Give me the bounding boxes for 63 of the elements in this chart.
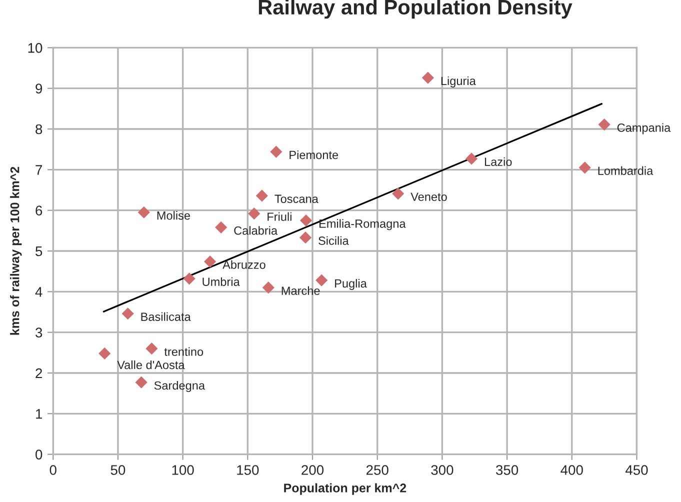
y-tick-label: 1 [36,409,42,419]
y-tick-label: 6 [36,206,42,216]
y-tick-label: 7 [36,165,42,175]
point [215,221,228,234]
point [256,190,268,202]
point [465,152,478,165]
annotation: Abruzzo [222,260,266,269]
point [98,347,111,360]
x-axis-title: Population per km^2 [284,483,406,495]
annotation: Veneto [410,192,447,201]
point [422,72,434,84]
point [122,308,134,320]
annotation: Lombardia [598,166,654,175]
point [183,272,196,285]
annotation: Sardegna [154,381,206,392]
point [578,162,591,174]
x-tick-label: 200 [302,465,324,475]
point [392,188,404,200]
annotation: trentino [164,347,204,356]
y-tick-label: 10 [28,43,42,53]
annotation: Puglia [335,278,367,290]
annotation: Emilia-Romagna [319,219,406,230]
point [262,282,274,294]
annotation: Valle d'Aosta [117,360,185,370]
y-tick-label: 3 [36,328,42,338]
point [204,256,216,268]
x-tick-label: 150 [237,465,259,475]
point [135,376,148,388]
annotation: Liguria [441,76,476,88]
annotation: Calabria [234,226,278,235]
point [316,274,328,286]
point [138,206,150,218]
x-tick-label: 350 [496,465,518,475]
y-tick-label: 2 [36,368,42,378]
annotation: Toscana [274,194,318,204]
annotation: Umbria [202,277,240,286]
annotation: Campania [617,123,671,134]
y-tick-label: 0 [36,450,42,460]
annotation: Basilicata [141,312,191,321]
annotation: Molise [157,211,190,220]
point [248,208,260,220]
x-tick-label: 400 [560,465,583,475]
y-tick-label: 4 [35,287,42,297]
y-tick-label: 9 [36,84,42,94]
x-tick-label: 450 [625,465,648,475]
point [300,214,312,227]
annotation: Sicilia [318,236,349,245]
y-tick-label: 5 [36,246,42,256]
point [270,146,282,158]
point [299,232,312,244]
x-tick-label: 50 [110,465,126,475]
x-tick-label: 300 [431,465,454,475]
annotation: Piemonte [290,150,338,160]
x-tick-label: 250 [366,465,388,475]
y-tick-label: 8 [36,124,42,134]
point [598,118,610,131]
annotation: Marche [282,286,320,295]
point [146,342,158,355]
y-axis-title: kms of railway per 100 km^2 [10,166,22,335]
x-tick-label: 100 [172,465,194,475]
annotation: Lazio [484,157,512,166]
annotation: Friuli [268,212,292,221]
x-tick-label: 0 [50,465,56,475]
